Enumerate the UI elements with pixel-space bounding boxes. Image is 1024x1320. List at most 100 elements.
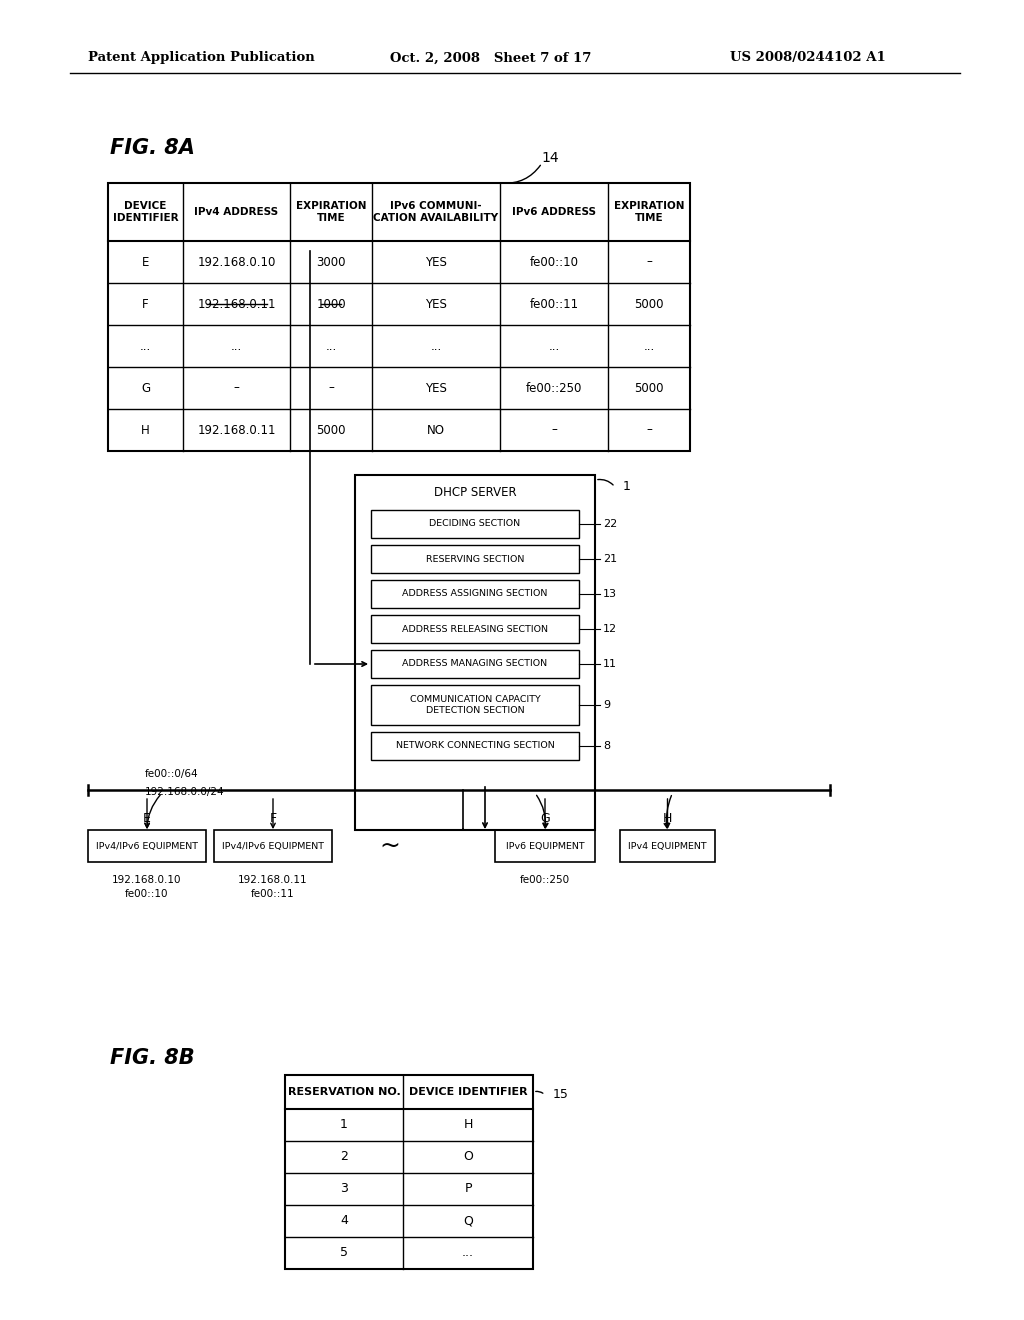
Text: ADDRESS MANAGING SECTION: ADDRESS MANAGING SECTION: [402, 660, 548, 668]
Text: US 2008/0244102 A1: US 2008/0244102 A1: [730, 51, 886, 65]
Text: 192.168.0.11: 192.168.0.11: [198, 297, 275, 310]
Text: EXPIRATION
TIME: EXPIRATION TIME: [296, 201, 367, 223]
Text: 22: 22: [603, 519, 617, 529]
Bar: [371, 579, 579, 609]
Text: 1000: 1000: [316, 297, 346, 310]
Text: EXPIRATION
TIME: EXPIRATION TIME: [613, 201, 684, 223]
Text: –: –: [328, 381, 334, 395]
Text: 192.168.0.11: 192.168.0.11: [198, 424, 275, 437]
Text: 192.168.0.0/24: 192.168.0.0/24: [145, 787, 224, 797]
Text: 9: 9: [603, 700, 610, 710]
Text: –: –: [233, 381, 240, 395]
Text: 1: 1: [340, 1118, 348, 1131]
Bar: [371, 733, 579, 760]
Text: –: –: [551, 424, 557, 437]
Text: FIG. 8B: FIG. 8B: [110, 1048, 195, 1068]
Text: ...: ...: [643, 339, 654, 352]
Text: 11: 11: [603, 659, 617, 669]
Text: DEVICE
IDENTIFIER: DEVICE IDENTIFIER: [113, 201, 178, 223]
Text: FIG. 8A: FIG. 8A: [110, 139, 195, 158]
Text: ...: ...: [140, 339, 152, 352]
Text: IPv4/IPv6 EQUIPMENT: IPv4/IPv6 EQUIPMENT: [96, 842, 198, 850]
Text: 192.168.0.10: 192.168.0.10: [113, 875, 181, 884]
Text: RESERVATION NO.: RESERVATION NO.: [288, 1086, 400, 1097]
Text: 192.168.0.10: 192.168.0.10: [198, 256, 275, 268]
Text: 13: 13: [603, 589, 617, 599]
Text: ...: ...: [326, 339, 337, 352]
Text: 3000: 3000: [316, 256, 346, 268]
Text: IPv6 EQUIPMENT: IPv6 EQUIPMENT: [506, 842, 585, 850]
Text: fe00::10: fe00::10: [529, 256, 579, 268]
Text: IPv4/IPv6 EQUIPMENT: IPv4/IPv6 EQUIPMENT: [222, 842, 324, 850]
Text: IPv6 COMMUNI-
CATION AVAILABILITY: IPv6 COMMUNI- CATION AVAILABILITY: [374, 201, 499, 223]
Bar: [355, 475, 595, 830]
Text: ADDRESS ASSIGNING SECTION: ADDRESS ASSIGNING SECTION: [402, 590, 548, 598]
Bar: [285, 1074, 534, 1269]
Text: YES: YES: [425, 256, 446, 268]
Bar: [108, 183, 690, 451]
Text: F: F: [142, 297, 148, 310]
Text: fe00::11: fe00::11: [529, 297, 579, 310]
Text: IPv4 EQUIPMENT: IPv4 EQUIPMENT: [628, 842, 707, 850]
Bar: [371, 685, 579, 725]
Text: O: O: [463, 1151, 473, 1163]
Text: P: P: [464, 1183, 472, 1196]
Text: fe00::0/64: fe00::0/64: [145, 770, 199, 779]
Text: G: G: [141, 381, 151, 395]
Text: YES: YES: [425, 381, 446, 395]
Text: Q: Q: [463, 1214, 473, 1228]
Text: ~: ~: [380, 834, 400, 858]
Text: –: –: [646, 424, 652, 437]
Bar: [371, 510, 579, 539]
Text: NO: NO: [427, 424, 445, 437]
Bar: [620, 830, 715, 862]
Text: H: H: [463, 1118, 473, 1131]
Bar: [371, 615, 579, 643]
Text: –: –: [646, 256, 652, 268]
Text: 12: 12: [603, 624, 617, 634]
Bar: [88, 830, 206, 862]
Text: YES: YES: [425, 297, 446, 310]
Text: Oct. 2, 2008   Sheet 7 of 17: Oct. 2, 2008 Sheet 7 of 17: [390, 51, 592, 65]
Bar: [214, 830, 332, 862]
Text: 192.168.0.11: 192.168.0.11: [239, 875, 308, 884]
Text: 15: 15: [553, 1089, 569, 1101]
Text: fe00::250: fe00::250: [525, 381, 583, 395]
Text: 8: 8: [603, 741, 610, 751]
Bar: [495, 830, 595, 862]
Text: 4: 4: [340, 1214, 348, 1228]
Text: ...: ...: [230, 339, 242, 352]
Text: H: H: [141, 424, 150, 437]
Text: 2: 2: [340, 1151, 348, 1163]
Text: NETWORK CONNECTING SECTION: NETWORK CONNECTING SECTION: [395, 742, 554, 751]
Text: IPv6 ADDRESS: IPv6 ADDRESS: [512, 207, 596, 216]
Text: G: G: [540, 812, 550, 825]
Text: 1: 1: [623, 480, 631, 494]
Text: H: H: [663, 812, 672, 825]
Text: E: E: [141, 256, 150, 268]
Text: fe00::10: fe00::10: [125, 888, 169, 899]
Text: 5000: 5000: [316, 424, 346, 437]
Text: 14: 14: [541, 150, 559, 165]
Text: 5: 5: [340, 1246, 348, 1259]
Text: ...: ...: [549, 339, 560, 352]
Text: DHCP SERVER: DHCP SERVER: [434, 486, 516, 499]
Bar: [371, 545, 579, 573]
Text: fe00::250: fe00::250: [520, 875, 570, 884]
Text: DECIDING SECTION: DECIDING SECTION: [429, 520, 520, 528]
Text: IPv4 ADDRESS: IPv4 ADDRESS: [195, 207, 279, 216]
Text: ...: ...: [462, 1246, 474, 1259]
Text: COMMUNICATION CAPACITY
DETECTION SECTION: COMMUNICATION CAPACITY DETECTION SECTION: [410, 696, 541, 714]
Bar: [371, 649, 579, 678]
Text: ...: ...: [430, 339, 441, 352]
Text: RESERVING SECTION: RESERVING SECTION: [426, 554, 524, 564]
Text: DEVICE IDENTIFIER: DEVICE IDENTIFIER: [409, 1086, 527, 1097]
Text: F: F: [269, 812, 276, 825]
Text: 3: 3: [340, 1183, 348, 1196]
Text: ADDRESS RELEASING SECTION: ADDRESS RELEASING SECTION: [402, 624, 548, 634]
Text: E: E: [143, 812, 151, 825]
Text: 5000: 5000: [634, 381, 664, 395]
Text: 5000: 5000: [634, 297, 664, 310]
Text: fe00::11: fe00::11: [251, 888, 295, 899]
Text: 21: 21: [603, 554, 617, 564]
